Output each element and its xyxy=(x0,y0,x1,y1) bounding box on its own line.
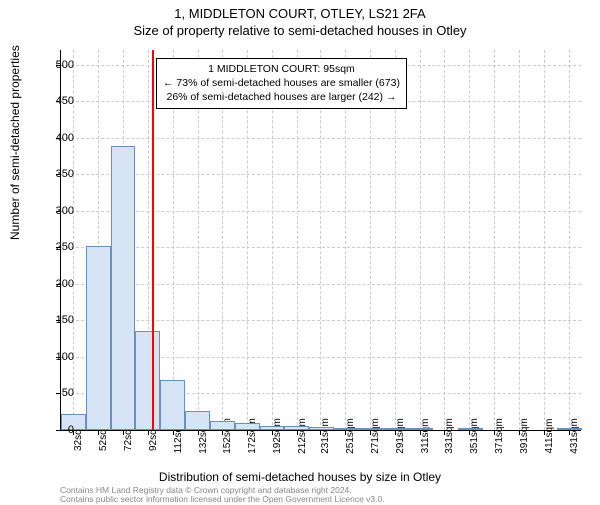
xtick-label: 231sqm xyxy=(320,418,331,454)
ytick-label: 0 xyxy=(44,424,74,436)
histogram-bar xyxy=(458,428,483,430)
xtick-label: 291sqm xyxy=(395,418,406,454)
footer-attribution: Contains HM Land Registry data © Crown c… xyxy=(60,486,385,505)
annotation-box: 1 MIDDLETON COURT: 95sqm← 73% of semi-de… xyxy=(156,58,407,109)
grid-line-v xyxy=(444,50,445,430)
x-axis-label: Distribution of semi-detached houses by … xyxy=(0,470,600,484)
ytick-label: 450 xyxy=(44,95,74,107)
chart-area: 32sqm52sqm72sqm92sqm112sqm132sqm152sqm17… xyxy=(60,50,580,430)
xtick-label: 351sqm xyxy=(469,418,480,454)
ytick-label: 300 xyxy=(44,205,74,217)
ytick-label: 400 xyxy=(44,132,74,144)
histogram-bar xyxy=(185,411,210,430)
histogram-bar xyxy=(111,146,136,430)
y-axis-label: Number of semi-detached properties xyxy=(8,45,22,240)
ytick-label: 500 xyxy=(44,59,74,71)
histogram-bar xyxy=(160,380,185,430)
histogram-bar xyxy=(135,331,160,430)
histogram-bar xyxy=(557,428,582,430)
footer-line2: Contains public sector information licen… xyxy=(60,495,385,504)
ytick-label: 50 xyxy=(44,387,74,399)
grid-line-v xyxy=(420,50,421,430)
histogram-bar xyxy=(334,428,359,430)
ytick-label: 150 xyxy=(44,314,74,326)
grid-line-v xyxy=(469,50,470,430)
plot-region: 32sqm52sqm72sqm92sqm112sqm132sqm152sqm17… xyxy=(60,50,581,431)
histogram-bar xyxy=(260,426,285,430)
annotation-line: 1 MIDDLETON COURT: 95sqm xyxy=(163,62,400,76)
histogram-bar xyxy=(235,423,260,430)
histogram-bar xyxy=(384,428,409,430)
histogram-bar xyxy=(359,428,384,430)
xtick-label: 212sqm xyxy=(297,418,308,454)
histogram-bar xyxy=(284,426,309,430)
histogram-bar xyxy=(309,427,334,430)
xtick-label: 251sqm xyxy=(345,418,356,454)
xtick-label: 411sqm xyxy=(544,419,555,454)
page-subtitle: Size of property relative to semi-detach… xyxy=(0,21,600,38)
grid-line-v xyxy=(519,50,520,430)
annotation-line: ← 73% of semi-detached houses are smalle… xyxy=(163,76,400,90)
xtick-label: 192sqm xyxy=(272,418,283,454)
marker-line xyxy=(152,50,154,430)
histogram-bar xyxy=(86,246,111,430)
page-title-address: 1, MIDDLETON COURT, OTLEY, LS21 2FA xyxy=(0,0,600,21)
xtick-label: 371sqm xyxy=(494,418,505,454)
annotation-line: 26% of semi-detached houses are larger (… xyxy=(163,90,400,104)
xtick-label: 271sqm xyxy=(370,418,381,454)
ytick-label: 350 xyxy=(44,168,74,180)
histogram-bar xyxy=(408,428,433,430)
ytick-label: 250 xyxy=(44,241,74,253)
grid-line-v xyxy=(544,50,545,430)
xtick-label: 391sqm xyxy=(519,418,530,454)
ytick-label: 200 xyxy=(44,278,74,290)
xtick-label: 311sqm xyxy=(420,419,431,454)
ytick-label: 100 xyxy=(44,351,74,363)
histogram-bar xyxy=(210,421,235,430)
grid-line-v xyxy=(569,50,570,430)
xtick-label: 331sqm xyxy=(444,418,455,454)
xtick-label: 431sqm xyxy=(569,418,580,454)
grid-line-v xyxy=(494,50,495,430)
